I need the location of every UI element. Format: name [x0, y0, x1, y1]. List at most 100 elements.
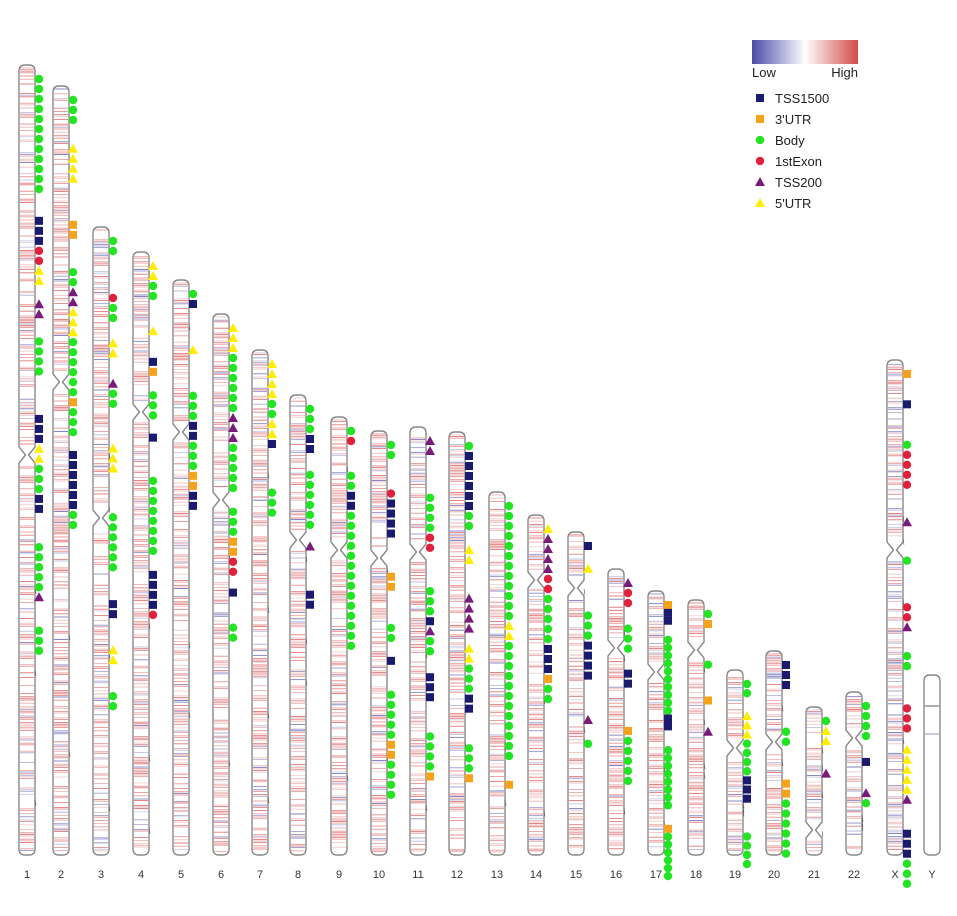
marker-tss1500	[584, 661, 592, 670]
marker-body	[305, 520, 315, 530]
chromosome-label: X	[891, 869, 899, 881]
marker-body	[34, 464, 44, 474]
marker-tss1500	[743, 776, 751, 785]
marker-body	[34, 347, 44, 356]
marker-5utr	[464, 554, 474, 564]
marker-1stexon	[902, 450, 912, 460]
marker-tss1500	[189, 431, 197, 440]
marker-tss1500	[149, 600, 157, 609]
heat-stripes	[134, 256, 148, 848]
chromosome-outline	[92, 226, 110, 856]
marker-5utr	[504, 631, 514, 640]
marker-5utr	[464, 643, 474, 653]
chromosome-label: 6	[218, 869, 224, 881]
marker-5utr	[108, 453, 118, 463]
chromosome-label: 9	[336, 869, 342, 881]
marker-body	[346, 631, 356, 641]
marker-1stexon	[902, 470, 912, 480]
marker-body	[663, 785, 673, 794]
marker-body	[346, 481, 356, 491]
marker-body	[346, 541, 356, 551]
marker-body	[504, 731, 514, 741]
marker-body	[781, 819, 791, 828]
marker-tss200	[464, 613, 474, 623]
marker-body	[346, 511, 356, 521]
marker-body	[781, 737, 791, 746]
marker-1stexon	[148, 610, 158, 620]
marker-5utr	[902, 744, 912, 754]
marker-body	[425, 732, 435, 741]
marker-body	[425, 503, 435, 512]
marker-tss1500	[35, 434, 43, 443]
chromosome-y: Y	[923, 674, 941, 881]
marker-body	[346, 591, 356, 601]
marker-tss1500	[903, 849, 911, 858]
marker-tss1500	[189, 491, 197, 500]
marker-5utr	[34, 453, 44, 463]
marker-body	[68, 115, 78, 125]
chromosome-19: 19	[726, 669, 752, 881]
chromosome-label: 15	[570, 869, 582, 881]
marker-tss1500	[69, 470, 77, 479]
chromosome-outline	[212, 313, 230, 856]
marker-3utr	[387, 740, 395, 749]
marker-column	[821, 716, 831, 838]
chromosome-11: 11	[409, 426, 435, 881]
marker-body	[504, 641, 514, 651]
marker-column	[267, 359, 277, 803]
legend-label-3utr: 3'UTR	[775, 112, 811, 127]
marker-body	[228, 483, 238, 493]
heat-stripes	[450, 434, 464, 852]
marker-body	[425, 587, 435, 596]
marker-body	[742, 679, 752, 689]
chromosome-18: 18	[687, 599, 713, 881]
legend-symbol-tss200	[755, 177, 765, 186]
marker-5utr	[68, 307, 78, 317]
marker-body	[781, 799, 791, 808]
marker-tss200	[305, 541, 315, 551]
marker-body	[504, 711, 514, 721]
marker-body	[504, 611, 514, 621]
marker-5utr	[902, 774, 912, 784]
marker-body	[305, 500, 315, 510]
marker-tss1500	[664, 722, 672, 731]
marker-tss1500	[35, 424, 43, 433]
marker-5utr	[68, 153, 78, 163]
marker-body	[902, 879, 912, 888]
marker-tss1500	[109, 610, 117, 619]
marker-body	[663, 753, 673, 763]
marker-body	[742, 757, 752, 767]
marker-1stexon	[902, 613, 912, 622]
heat-stripes	[649, 593, 663, 848]
marker-body	[663, 793, 673, 802]
marker-body	[861, 731, 871, 741]
marker-tss200	[464, 623, 474, 633]
marker-body	[228, 393, 238, 403]
marker-body	[148, 411, 158, 420]
marker-tss200	[228, 413, 238, 422]
marker-tss1500	[149, 570, 157, 579]
marker-body	[742, 739, 752, 748]
marker-body	[148, 526, 158, 536]
marker-tss1500	[664, 616, 672, 625]
marker-column	[108, 236, 118, 812]
marker-body	[34, 367, 44, 376]
marker-body	[663, 667, 673, 676]
marker-5utr	[267, 419, 277, 428]
marker-5utr	[228, 343, 238, 352]
chromosome-22: 22	[845, 691, 871, 881]
marker-body	[148, 476, 158, 486]
marker-body	[108, 533, 118, 542]
marker-body	[386, 623, 396, 633]
marker-body	[663, 643, 673, 652]
chromosome-4: 4	[132, 251, 158, 881]
chromosome-10: 10	[370, 430, 396, 881]
marker-body	[228, 363, 238, 373]
marker-1stexon	[902, 480, 912, 490]
marker-5utr	[108, 338, 118, 348]
marker-tss1500	[387, 656, 395, 665]
marker-body	[267, 508, 277, 517]
marker-tss1500	[664, 714, 672, 723]
marker-body	[108, 702, 118, 711]
chromosome-label: 20	[768, 869, 780, 881]
